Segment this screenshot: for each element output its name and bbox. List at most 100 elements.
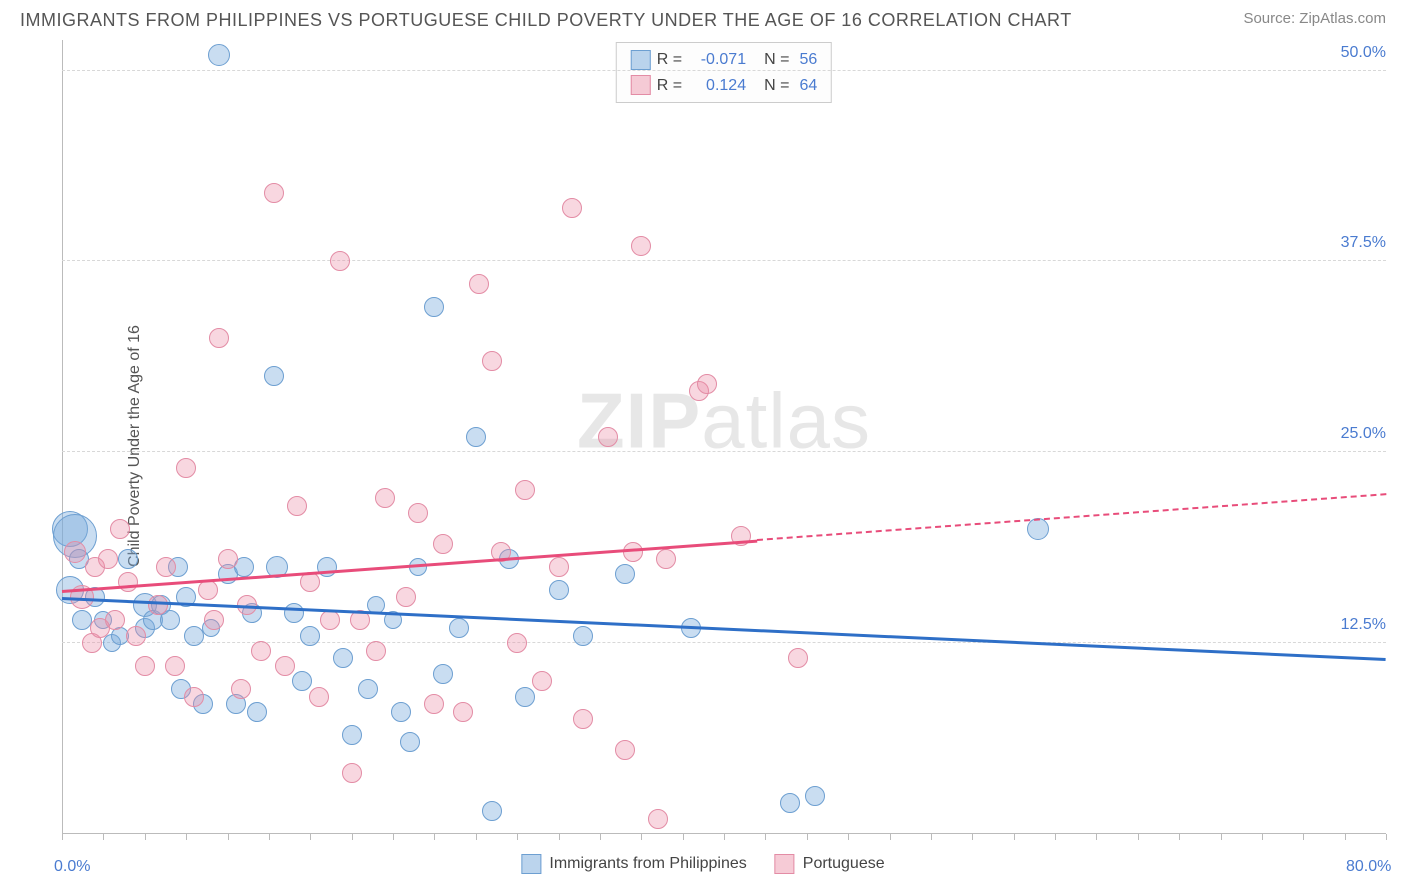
data-point — [788, 648, 808, 668]
data-point — [320, 610, 340, 630]
data-point — [433, 534, 453, 554]
data-point — [165, 656, 185, 676]
data-point — [208, 44, 230, 66]
x-tick-mark — [765, 834, 766, 840]
data-point — [98, 549, 118, 569]
data-point — [453, 702, 473, 722]
data-point — [231, 679, 251, 699]
data-point — [342, 763, 362, 783]
x-tick-mark — [393, 834, 394, 840]
data-point — [573, 626, 593, 646]
y-tick-label: 25.0% — [1341, 425, 1386, 443]
x-tick-mark — [1345, 834, 1346, 840]
x-tick-mark — [1014, 834, 1015, 840]
x-tick-mark — [352, 834, 353, 840]
data-point — [449, 618, 469, 638]
data-point — [292, 671, 312, 691]
x-tick-mark — [1262, 834, 1263, 840]
watermark: ZIPatlas — [577, 376, 871, 467]
x-tick-mark — [269, 834, 270, 840]
x-tick-mark — [103, 834, 104, 840]
data-point — [648, 809, 668, 829]
x-tick-mark — [186, 834, 187, 840]
data-point — [209, 328, 229, 348]
data-point — [424, 694, 444, 714]
x-tick-mark — [228, 834, 229, 840]
data-point — [532, 671, 552, 691]
data-point — [300, 626, 320, 646]
data-point — [309, 687, 329, 707]
data-point — [549, 557, 569, 577]
x-tick-mark — [145, 834, 146, 840]
x-tick-mark — [1096, 834, 1097, 840]
legend-n-value: 64 — [799, 73, 817, 99]
data-point — [284, 603, 304, 623]
data-point — [615, 740, 635, 760]
x-tick-mark — [890, 834, 891, 840]
chart-container: ZIPatlas R =-0.071N =56R =0.124N =64 12.… — [62, 40, 1386, 834]
y-axis-line — [62, 40, 63, 834]
data-point — [780, 793, 800, 813]
data-point — [631, 236, 651, 256]
legend-swatch — [775, 854, 795, 874]
bottom-legend-item: Immigrants from Philippines — [521, 854, 746, 874]
x-tick-mark — [683, 834, 684, 840]
data-point — [466, 427, 486, 447]
data-point — [656, 549, 676, 569]
data-point — [400, 732, 420, 752]
data-point — [333, 648, 353, 668]
data-point — [110, 519, 130, 539]
x-tick-label: 80.0% — [1346, 858, 1391, 876]
x-tick-mark — [1303, 834, 1304, 840]
legend-r-value: 0.124 — [692, 73, 746, 99]
gridline — [62, 260, 1386, 261]
x-tick-label: 0.0% — [54, 858, 90, 876]
legend-swatch — [631, 75, 651, 95]
data-point — [105, 610, 125, 630]
x-tick-mark — [848, 834, 849, 840]
x-tick-mark — [1138, 834, 1139, 840]
data-point — [482, 801, 502, 821]
bottom-legend-label: Immigrants from Philippines — [549, 855, 746, 873]
data-point — [72, 610, 92, 630]
data-point — [184, 687, 204, 707]
data-point — [549, 580, 569, 600]
data-point — [126, 626, 146, 646]
data-point — [469, 274, 489, 294]
data-point — [391, 702, 411, 722]
data-point — [562, 198, 582, 218]
x-tick-mark — [1179, 834, 1180, 840]
legend-swatch — [631, 50, 651, 70]
data-point — [264, 183, 284, 203]
x-tick-mark — [310, 834, 311, 840]
chart-title: IMMIGRANTS FROM PHILIPPINES VS PORTUGUES… — [20, 10, 1072, 31]
data-point — [148, 595, 168, 615]
data-point — [805, 786, 825, 806]
x-tick-mark — [724, 834, 725, 840]
x-tick-mark — [559, 834, 560, 840]
x-tick-mark — [434, 834, 435, 840]
data-point — [366, 641, 386, 661]
data-point — [198, 580, 218, 600]
y-tick-label: 50.0% — [1341, 44, 1386, 62]
data-point — [396, 587, 416, 607]
data-point — [507, 633, 527, 653]
data-point — [615, 564, 635, 584]
data-point — [358, 679, 378, 699]
gridline — [62, 70, 1386, 71]
data-point — [264, 366, 284, 386]
legend-box: R =-0.071N =56R =0.124N =64 — [616, 42, 832, 103]
data-point — [176, 458, 196, 478]
trend-line — [757, 493, 1386, 541]
bottom-legend: Immigrants from PhilippinesPortuguese — [521, 854, 884, 874]
data-point — [515, 687, 535, 707]
data-point — [156, 557, 176, 577]
x-tick-mark — [931, 834, 932, 840]
data-point — [598, 427, 618, 447]
data-point — [342, 725, 362, 745]
data-point — [204, 610, 224, 630]
data-point — [433, 664, 453, 684]
data-point — [135, 656, 155, 676]
data-point — [408, 503, 428, 523]
data-point — [247, 702, 267, 722]
